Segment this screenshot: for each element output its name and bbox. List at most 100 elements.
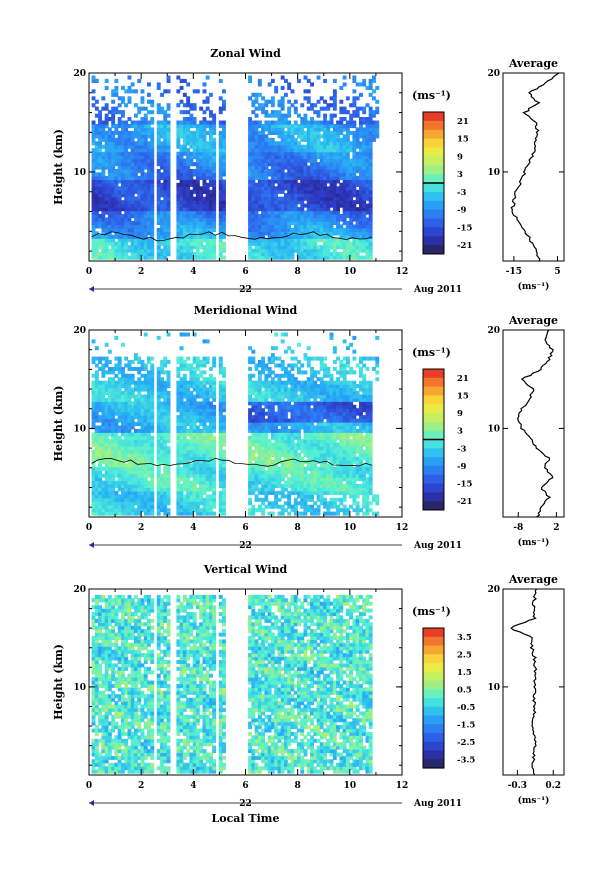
heatmap-cell bbox=[313, 110, 318, 115]
heatmap-cell bbox=[98, 428, 102, 433]
x-tick-label: 8 bbox=[295, 267, 301, 277]
heatmap-cell bbox=[306, 134, 311, 139]
heatmap-cell bbox=[147, 501, 151, 506]
heatmap-cell bbox=[127, 449, 132, 454]
heatmap-cell bbox=[352, 148, 357, 153]
heatmap-cell bbox=[134, 353, 138, 358]
heatmap-cell bbox=[189, 394, 194, 399]
heatmap-cell bbox=[147, 408, 151, 413]
heatmap-cell bbox=[293, 124, 298, 129]
heatmap-cell bbox=[218, 391, 223, 395]
heatmap-cell bbox=[368, 148, 373, 153]
heatmap-cell bbox=[209, 511, 213, 516]
heatmap-cell bbox=[140, 397, 145, 402]
heatmap-cell bbox=[195, 480, 200, 485]
heatmap-cell bbox=[176, 89, 181, 94]
heatmap-cell bbox=[342, 196, 347, 201]
heatmap-cell bbox=[329, 151, 334, 156]
heatmap-cell bbox=[293, 224, 298, 229]
heatmap-cell bbox=[202, 155, 207, 160]
heatmap-cell bbox=[287, 172, 292, 177]
heatmap-cell bbox=[257, 193, 262, 198]
heatmap-cell bbox=[147, 453, 151, 457]
heatmap-cell bbox=[251, 477, 256, 482]
heatmap-cell bbox=[359, 248, 363, 253]
heatmap-cell bbox=[101, 245, 106, 250]
heatmap-cell bbox=[111, 113, 116, 118]
heatmap-cell bbox=[147, 470, 151, 475]
heatmap-cell bbox=[218, 124, 223, 129]
heatmap-cell bbox=[101, 231, 106, 236]
heatmap-cell bbox=[163, 494, 168, 499]
heatmap-cell bbox=[117, 411, 122, 416]
heatmap-cell bbox=[222, 210, 226, 215]
heatmap-cell bbox=[202, 477, 207, 482]
heatmap-cell bbox=[270, 241, 275, 246]
heatmap-cell bbox=[192, 487, 197, 492]
heatmap-cell bbox=[287, 255, 292, 260]
heatmap-cell bbox=[186, 155, 191, 160]
heatmap-cell bbox=[222, 106, 226, 111]
heatmap-cell bbox=[156, 227, 161, 232]
heatmap-cell bbox=[261, 241, 265, 246]
heatmap-cell bbox=[293, 207, 298, 212]
heatmap-cell bbox=[218, 172, 223, 177]
heatmap-cell bbox=[297, 224, 301, 229]
heatmap-cell bbox=[297, 252, 301, 257]
heatmap-cell bbox=[355, 110, 360, 115]
heatmap-cell bbox=[127, 207, 132, 212]
heatmap-cell bbox=[150, 415, 155, 420]
heatmap-cell bbox=[267, 186, 272, 191]
heatmap-cell bbox=[189, 172, 194, 177]
heatmap-cell bbox=[94, 477, 99, 482]
heatmap-cell bbox=[163, 203, 168, 208]
heatmap-cell bbox=[202, 497, 207, 502]
heatmap-cell bbox=[359, 200, 363, 205]
heatmap-cell bbox=[293, 203, 298, 208]
date-label: 22 bbox=[239, 285, 252, 295]
heatmap-cell bbox=[352, 158, 357, 163]
heatmap-cell bbox=[280, 141, 285, 146]
heatmap-cell bbox=[150, 404, 155, 409]
heatmap-cell bbox=[127, 432, 132, 437]
heatmap-cell bbox=[251, 463, 256, 468]
heatmap-cell bbox=[134, 432, 138, 437]
heatmap-cell bbox=[349, 113, 354, 118]
heatmap-cell bbox=[254, 366, 259, 371]
heatmap-cell bbox=[297, 207, 301, 212]
heatmap-cell bbox=[137, 231, 142, 236]
heatmap-cell bbox=[205, 442, 210, 447]
heatmap-cell bbox=[205, 148, 210, 153]
heatmap-cell bbox=[251, 141, 256, 146]
heatmap-cell bbox=[293, 165, 298, 170]
heatmap-cell bbox=[117, 463, 122, 468]
heatmap-cell bbox=[134, 186, 138, 191]
heatmap-cell bbox=[209, 141, 213, 146]
heatmap-cell bbox=[179, 130, 184, 135]
heatmap-cell bbox=[182, 137, 187, 142]
heatmap-cell bbox=[205, 339, 210, 344]
heatmap-cell bbox=[117, 137, 122, 142]
heatmap-cell bbox=[143, 217, 148, 222]
heatmap-cell bbox=[222, 435, 226, 440]
heatmap-cell bbox=[147, 487, 151, 492]
heatmap-cell bbox=[248, 463, 252, 468]
heatmap-cell bbox=[111, 456, 116, 461]
heatmap-cell bbox=[101, 384, 106, 389]
heatmap-cell bbox=[257, 466, 262, 471]
heatmap-cell bbox=[140, 428, 145, 433]
heatmap-cell bbox=[160, 408, 164, 413]
heatmap-cell bbox=[156, 85, 161, 90]
heatmap-cell bbox=[94, 501, 99, 506]
heatmap-cell bbox=[300, 217, 305, 222]
heatmap-cell bbox=[297, 158, 301, 163]
heatmap-cell bbox=[117, 217, 122, 222]
heatmap-cell bbox=[359, 144, 363, 149]
heatmap-cell bbox=[254, 120, 259, 125]
heatmap-cell bbox=[205, 484, 210, 488]
heatmap-cell bbox=[261, 124, 265, 129]
heatmap-cell bbox=[179, 241, 184, 246]
heatmap-cell bbox=[111, 245, 116, 250]
heatmap-cell bbox=[134, 182, 138, 187]
heatmap-cell bbox=[362, 210, 367, 215]
